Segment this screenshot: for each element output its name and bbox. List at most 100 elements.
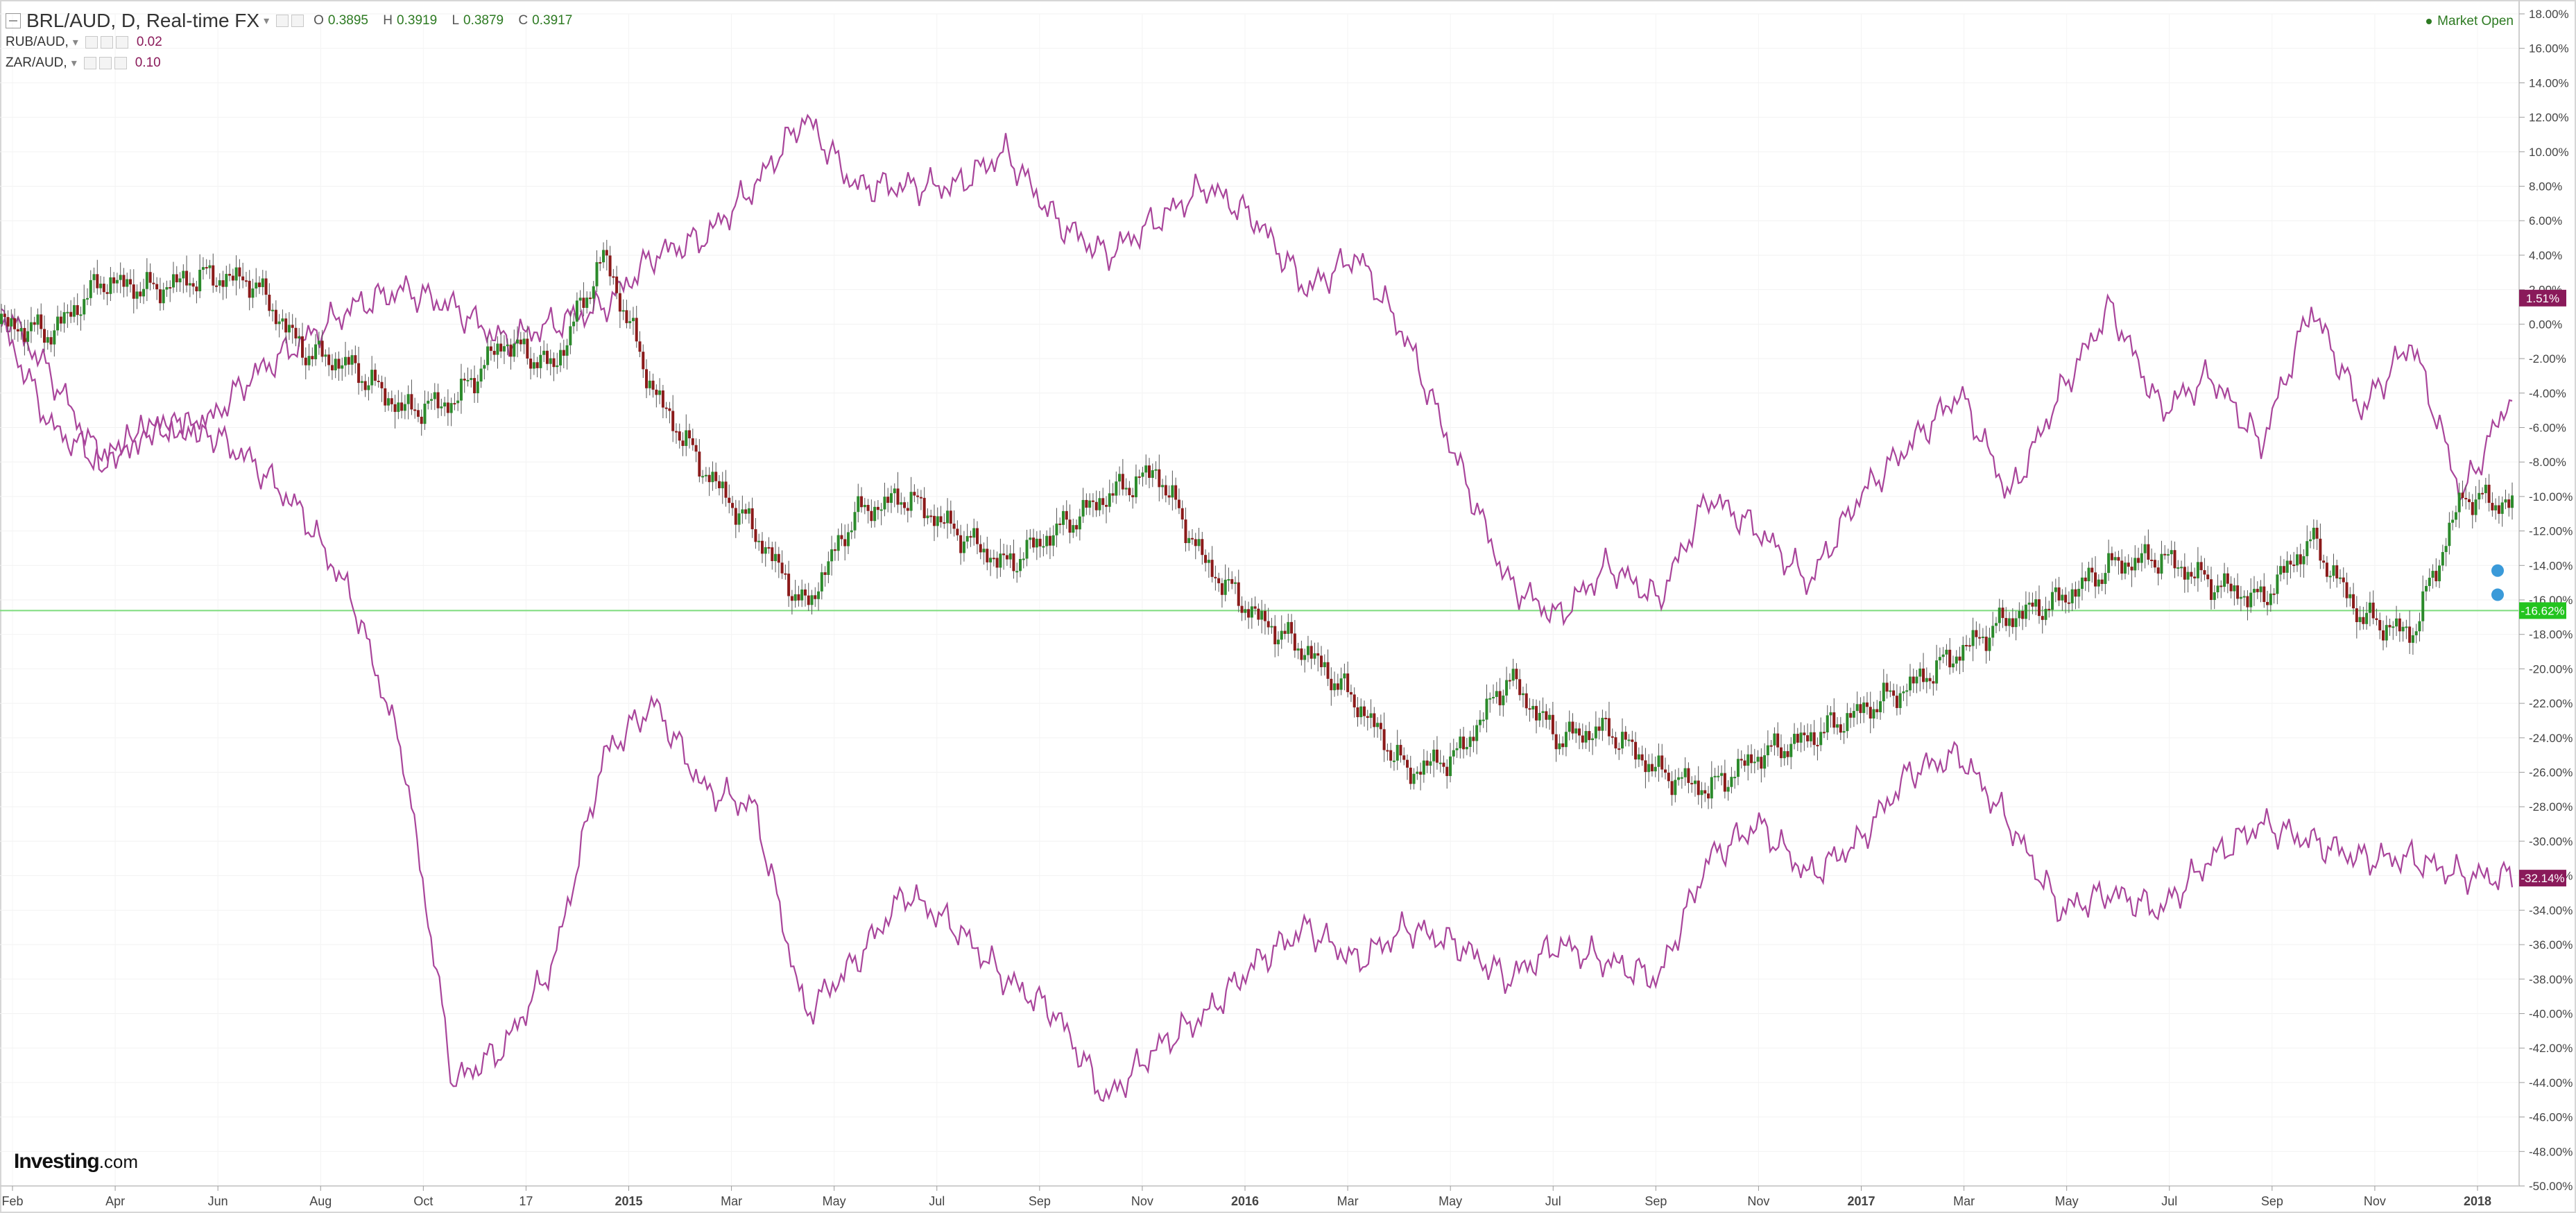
candle-body — [2163, 553, 2167, 556]
candle-body — [1273, 626, 1277, 644]
overlay-symbol[interactable]: ZAR/AUD, — [6, 55, 67, 70]
candle-body — [201, 267, 205, 270]
candle-body — [1862, 702, 1866, 714]
candle-body — [416, 410, 420, 417]
candle-body — [830, 549, 834, 562]
candle-body — [2408, 626, 2412, 643]
candle-body — [542, 350, 546, 355]
settings-icon[interactable] — [276, 15, 289, 27]
candle-body — [605, 250, 608, 256]
candle-body — [674, 431, 678, 433]
candle-body — [886, 497, 890, 504]
candle-body — [956, 528, 959, 535]
candle-body — [2084, 577, 2087, 582]
candle-body — [1779, 747, 1783, 759]
close-icon[interactable] — [114, 57, 127, 69]
candle-body — [2110, 553, 2113, 560]
candle-body — [2213, 592, 2216, 601]
candle-body — [1855, 704, 1859, 712]
candle-body — [2299, 554, 2302, 565]
candle-body — [1137, 476, 1141, 478]
eye-icon[interactable] — [100, 36, 113, 49]
candle-body — [1266, 621, 1270, 628]
price-tag — [2519, 289, 2566, 307]
candle-body — [36, 314, 40, 325]
candle-body — [1912, 676, 1915, 684]
candle-body — [1753, 762, 1756, 764]
candle-body — [1935, 660, 1939, 684]
candle-body — [1660, 755, 1664, 770]
candle-body — [535, 362, 539, 368]
candle-body — [2484, 484, 2487, 494]
candle-body — [833, 549, 836, 551]
candle-body — [1647, 764, 1651, 773]
candle-body — [1032, 537, 1036, 548]
candle-body — [2090, 567, 2094, 573]
candle-body — [1925, 678, 1928, 682]
candle-body — [1065, 510, 1068, 520]
candle-body — [1131, 495, 1135, 497]
candle-body — [234, 267, 238, 281]
candle-body — [717, 481, 721, 488]
candle-body — [655, 389, 658, 395]
candle-body — [1498, 691, 1502, 705]
candle-body — [1237, 582, 1240, 606]
y-tick-label: -24.00% — [2529, 732, 2573, 745]
candle-body — [2362, 617, 2365, 624]
ohlc-key-high: H — [383, 13, 393, 28]
overlay-legend-rub[interactable]: RUB/AUD, ▾ 0.02 — [6, 35, 162, 50]
eye-icon[interactable] — [291, 15, 304, 27]
symbol-title[interactable]: BRL/AUD, D, Real-time FX — [26, 10, 260, 31]
y-tick-label: -4.00% — [2529, 387, 2566, 400]
candle-body — [1597, 726, 1601, 731]
candle-body — [287, 325, 291, 333]
candle-body — [1948, 649, 1952, 668]
candle-body — [1521, 693, 1525, 696]
candle-body — [1373, 713, 1376, 728]
candle-body — [188, 283, 191, 286]
candle-body — [1693, 780, 1697, 784]
candle-body — [1091, 500, 1094, 502]
candle-body — [1151, 470, 1154, 478]
candle-body — [1502, 695, 1505, 705]
main-legend[interactable]: BRL/AUD, D, Real-time FX ▾ O 0.3895 H 0.39… — [6, 10, 583, 32]
settings-icon[interactable] — [85, 36, 98, 49]
candle-body — [900, 502, 903, 505]
candle-body — [261, 278, 264, 287]
candle-body — [1829, 712, 1832, 716]
candle-body — [2037, 599, 2041, 617]
candle-body — [1760, 757, 1763, 769]
overlay-symbol[interactable]: RUB/AUD, — [6, 35, 69, 49]
candle-body — [1257, 608, 1260, 620]
chevron-down-icon[interactable]: ▾ — [264, 15, 270, 27]
candle-body — [1290, 621, 1294, 634]
candle-body — [1803, 732, 1806, 736]
candle-body — [1852, 711, 1855, 718]
candle-body — [238, 267, 241, 277]
candle-body — [1363, 706, 1366, 716]
candle-body — [575, 300, 578, 322]
candle-body — [2087, 567, 2090, 582]
candle-body — [1680, 777, 1683, 779]
candle-body — [49, 337, 53, 345]
candlesticks — [0, 239, 2514, 809]
candle-body — [1736, 759, 1740, 777]
chevron-down-icon[interactable]: ▾ — [72, 37, 78, 49]
candle-body — [1564, 732, 1568, 748]
candle-body — [814, 595, 817, 599]
candle-body — [1789, 743, 1793, 757]
candle-body — [390, 398, 393, 404]
overlay-legend-zar[interactable]: ZAR/AUD, ▾ 0.10 — [6, 55, 161, 71]
close-icon[interactable] — [115, 36, 128, 49]
settings-icon[interactable] — [83, 57, 96, 69]
x-tick-label: Sep — [2261, 1194, 2283, 1208]
chevron-down-icon[interactable]: ▾ — [71, 58, 77, 69]
candle-body — [1382, 729, 1386, 750]
eye-icon[interactable] — [98, 57, 112, 69]
candle-body — [99, 284, 103, 289]
y-tick-label: 6.00% — [2529, 214, 2562, 227]
candle-body — [112, 277, 116, 284]
candle-body — [721, 481, 724, 488]
